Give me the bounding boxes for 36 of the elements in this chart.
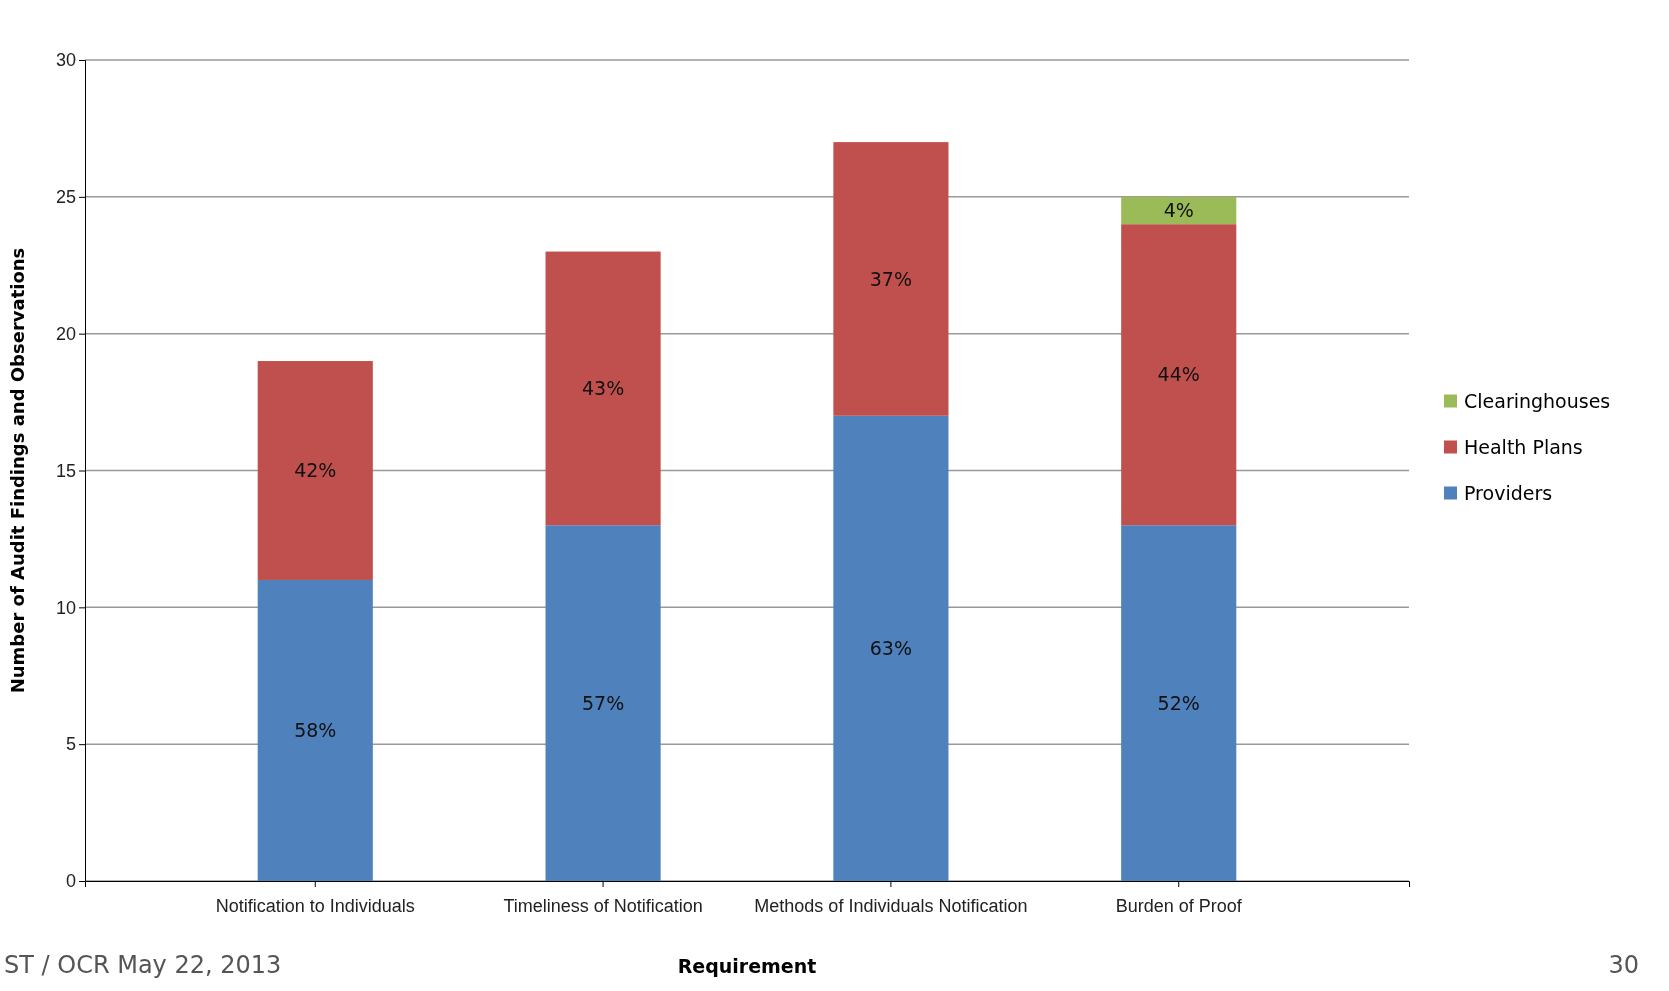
annotation: 58%: [294, 719, 337, 742]
bar: [545, 251, 661, 526]
bar: [833, 142, 949, 416]
x-tick-label: Burden of Proof: [1115, 895, 1243, 916]
x-tick-label: Notification to Individuals: [215, 895, 415, 916]
bar: [257, 361, 373, 580]
y-tick-label: 10: [55, 597, 76, 618]
legend-label: Clearinghouses: [1464, 390, 1611, 413]
annotation: 57%: [581, 691, 625, 714]
y-tick-label: 30: [55, 50, 76, 71]
text: ST / OCR May 22, 2013: [4, 951, 282, 979]
legend-label: Health Plans: [1464, 436, 1583, 459]
bar: [833, 415, 949, 881]
annotation: 42%: [294, 459, 337, 482]
bar: [257, 579, 373, 881]
annotation: 43%: [581, 377, 625, 400]
x-axis-title: Requirement: [677, 955, 817, 977]
bar: [1121, 224, 1237, 526]
bar: [545, 525, 661, 881]
bar: [1121, 196, 1237, 225]
x-tick-label: Timeliness of Notification: [503, 895, 703, 916]
annotation: 63%: [869, 637, 913, 660]
x-tick-label: Methods of Individuals Notification: [754, 895, 1028, 916]
annotation: 37%: [869, 267, 913, 290]
y-tick-label: 15: [55, 460, 76, 481]
y-tick-label: 25: [55, 187, 76, 208]
annotation: 52%: [1157, 691, 1200, 714]
y-tick-label: 0: [65, 871, 76, 892]
bar: [1121, 525, 1237, 881]
y-tick-label: 5: [65, 734, 76, 755]
y-axis-title: Number of Audit Findings and Observations: [7, 247, 28, 694]
text: 30: [1608, 951, 1639, 979]
annotation: 4%: [1163, 199, 1194, 222]
annotation: 44%: [1157, 363, 1200, 386]
y-tick-label: 20: [55, 323, 76, 344]
legend-label: Providers: [1464, 482, 1553, 505]
